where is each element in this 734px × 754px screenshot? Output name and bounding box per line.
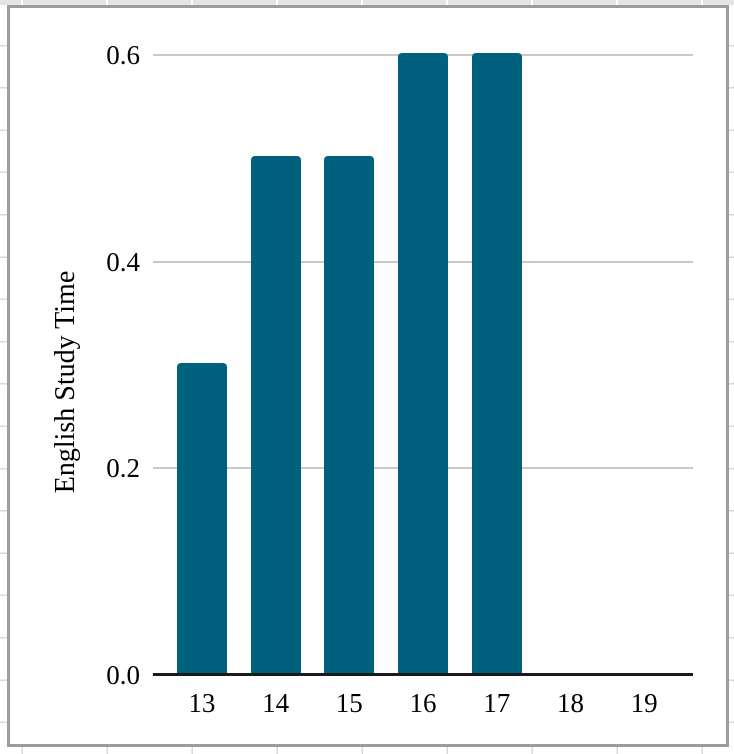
bar-slot-17 [460,53,534,673]
spreadsheet-top-row [0,0,734,5]
bar-15[interactable] [324,156,375,673]
x-tick-label-16: 16 [409,688,437,718]
x-tick-label-15: 15 [335,688,363,718]
x-tick-label-14: 14 [262,688,290,718]
bar-14[interactable] [250,156,301,673]
x-axis-tick-labels: 13 14 15 16 17 18 19 [165,689,681,717]
bars-area [165,53,681,673]
bar-13[interactable] [176,363,227,673]
x-tick-label-18: 18 [556,688,584,718]
chart-panel[interactable]: English Study Time 0.0 0.2 0.4 0.6 13 14 15 16… [7,5,729,747]
bar-slot-18 [534,55,608,673]
x-tick-label-19: 19 [630,688,658,718]
bar-slot-14 [239,55,313,673]
x-axis-line [153,673,693,676]
x-tick-label-13: 13 [188,688,216,718]
bar-17[interactable] [471,53,522,673]
bar-slot-13 [165,55,239,673]
bar-slot-16 [386,53,460,673]
y-tick-label-0.6: 0.6 [106,40,140,70]
plot-area: English Study Time 0.0 0.2 0.4 0.6 13 14 15 16… [10,8,726,744]
y-tick-label-0.4: 0.4 [106,246,140,277]
bar-slot-15 [312,55,386,673]
x-tick-label-17: 17 [483,688,511,718]
bar-slot-19 [607,55,681,673]
bar-16[interactable] [398,53,449,673]
y-tick-label-0.2: 0.2 [106,453,140,484]
y-tick-label-0.0: 0.0 [106,660,140,690]
